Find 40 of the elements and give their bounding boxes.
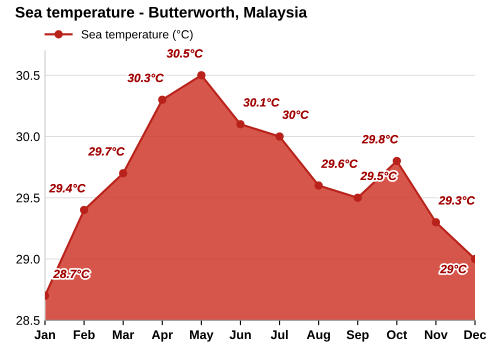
point <box>80 206 88 214</box>
data-label: 29.7°C <box>88 147 125 156</box>
x-tick-label: Oct <box>386 330 408 340</box>
point <box>197 71 206 80</box>
y-tick-label: 29.0 <box>16 254 40 264</box>
point <box>236 120 245 128</box>
x-tick-label: Jun <box>230 330 251 340</box>
point <box>158 96 166 104</box>
x-tick-label: Dec <box>464 330 486 340</box>
point <box>119 169 128 178</box>
point <box>392 156 401 166</box>
y-tick-label: 28.5 <box>16 316 40 325</box>
y-tick-label: 30.5 <box>16 71 40 80</box>
y-tick-label: 30.0 <box>16 132 40 142</box>
point <box>314 181 323 190</box>
point <box>432 218 440 226</box>
y-tick-label: 29.5 <box>16 194 40 202</box>
data-label: 29.3°C <box>438 196 476 205</box>
point <box>275 132 284 141</box>
data-label: 30.5°C <box>166 49 203 58</box>
x-tick-label: May <box>190 330 214 342</box>
point <box>354 194 362 202</box>
data-label: 29.6°C <box>321 160 358 168</box>
x-tick-label: Jul <box>270 330 288 340</box>
data-label: 29°C <box>440 264 467 274</box>
chart-title: Sea temperature - Butterworth, Malaysia <box>15 6 308 21</box>
x-tick-label: Feb <box>74 330 95 340</box>
data-label: 30.1°C <box>243 98 280 107</box>
x-tick-label: Aug <box>306 330 330 342</box>
data-label: 30°C <box>282 110 309 119</box>
data-label: 30.3°C <box>128 74 164 82</box>
x-tick-label: Apr <box>152 330 173 342</box>
legend-label: Sea temperature (°C) <box>82 30 193 41</box>
x-tick-label: Mar <box>112 330 134 340</box>
x-tick-label: Nov <box>424 330 448 340</box>
x-tick-label: Jan <box>34 330 55 340</box>
data-label: 28.7°C <box>53 270 90 278</box>
data-label: 29.4°C <box>49 184 86 192</box>
x-tick-label: Sep <box>346 330 369 342</box>
data-label: 29.8°C <box>362 135 398 144</box>
